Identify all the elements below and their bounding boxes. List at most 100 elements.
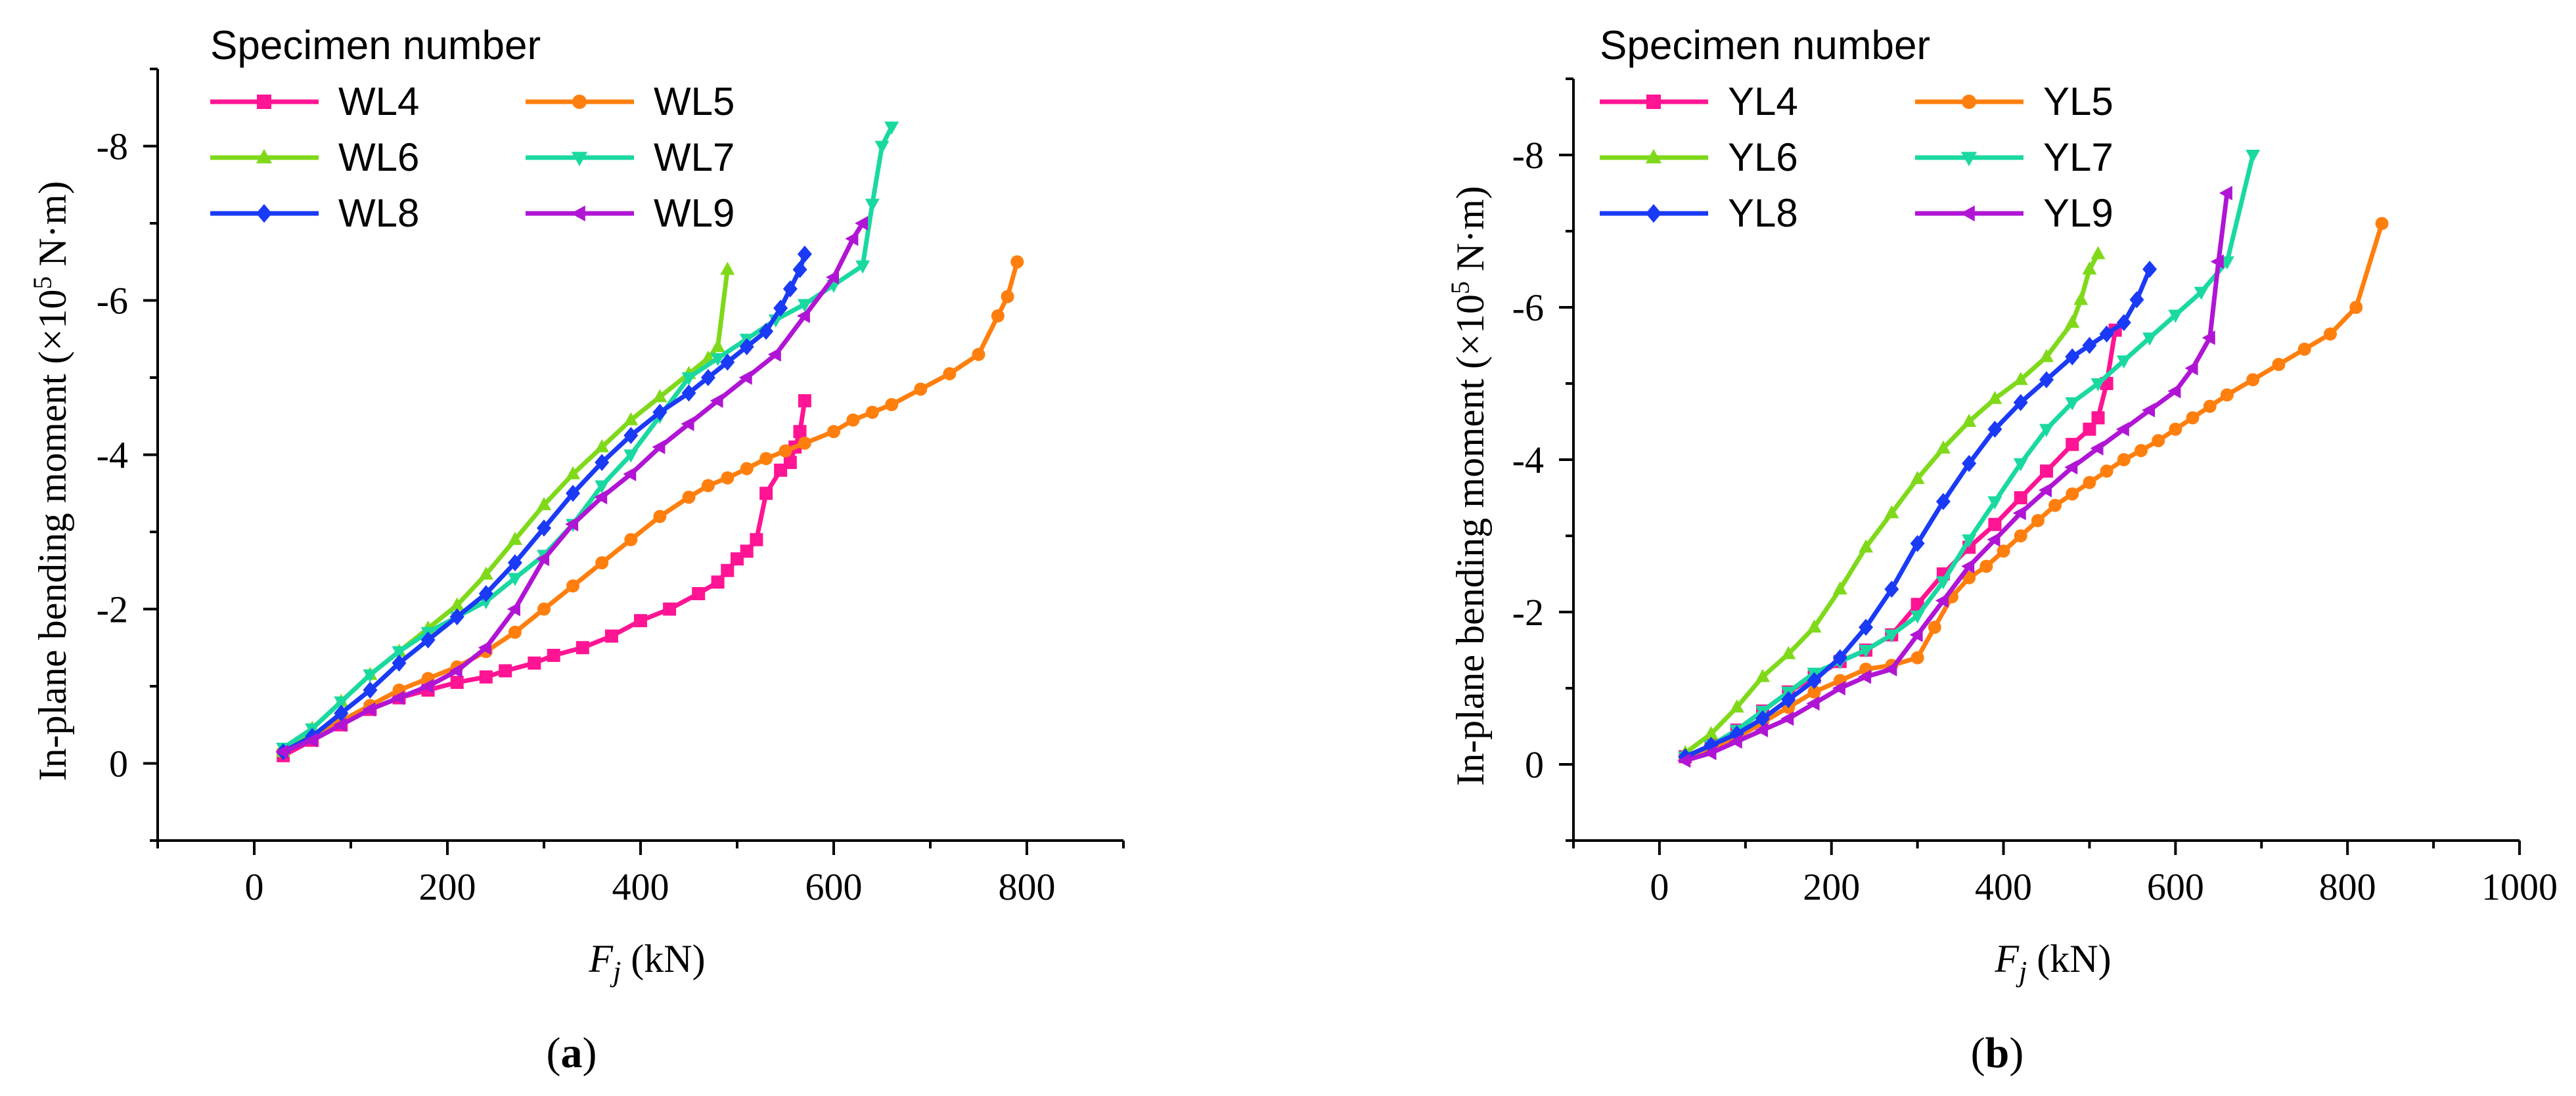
data-point <box>449 608 464 626</box>
data-point <box>2272 358 2286 371</box>
data-point <box>2099 325 2114 343</box>
data-point <box>759 452 773 466</box>
x-tick-label: 400 <box>1975 866 2032 908</box>
data-point <box>782 280 798 297</box>
data-point <box>1909 627 1923 642</box>
y-tick-label: -2 <box>1512 591 1544 634</box>
data-point <box>914 382 928 396</box>
data-point <box>2013 394 2028 411</box>
data-point <box>721 471 734 485</box>
caption-letter: a <box>561 1029 583 1077</box>
x-tick-label: 800 <box>999 866 1056 908</box>
data-point <box>2064 460 2078 475</box>
data-point <box>2065 348 2080 366</box>
data-point <box>1807 672 1822 690</box>
x-tick-label: 400 <box>612 866 669 908</box>
data-point <box>796 309 810 323</box>
series-line-yl6 <box>1684 253 2100 755</box>
data-point <box>2039 371 2054 389</box>
legend-label-wl6: WL6 <box>338 135 419 179</box>
data-point <box>855 260 870 274</box>
data-point <box>846 413 860 427</box>
data-point <box>576 641 589 655</box>
data-point <box>537 519 551 537</box>
x-tick-label: 600 <box>805 866 863 908</box>
data-point <box>884 121 899 135</box>
x-tick-label: 0 <box>245 866 264 908</box>
data-point <box>653 510 667 523</box>
data-point <box>652 403 667 421</box>
legend-title: Specimen number <box>1600 23 1930 68</box>
data-point <box>943 367 957 381</box>
caption-close: ) <box>583 1029 597 1077</box>
data-point <box>450 676 464 690</box>
chart-panel-b: 0 200 400 600 800 1000 0 -2 -4 -6 -8 Fj (kN) In-plan… <box>1445 23 2558 1077</box>
data-point <box>2115 422 2129 437</box>
y-tick-label: 0 <box>1525 743 1544 786</box>
series-yl8 <box>1678 261 2158 766</box>
y-tick-label: -2 <box>97 588 128 631</box>
x-axis-title: Fj (kN) <box>588 937 705 988</box>
data-point <box>2039 424 2054 437</box>
legend-marker-yl9 <box>1960 205 1975 222</box>
data-point <box>595 439 610 452</box>
data-point <box>797 246 812 263</box>
data-point <box>991 309 1005 323</box>
data-point <box>738 370 752 385</box>
data-point <box>420 679 434 693</box>
y-axis-label-exp: 5 <box>1445 281 1475 294</box>
data-point <box>420 631 436 649</box>
data-point <box>1859 539 1874 553</box>
data-point <box>304 733 318 748</box>
legend-marker-yl5 <box>1962 95 1976 109</box>
data-point <box>2082 261 2097 274</box>
x-axis-sub: j <box>610 955 621 988</box>
data-point <box>2100 464 2113 478</box>
data-point <box>1884 581 1899 598</box>
data-point <box>2066 487 2079 501</box>
data-point <box>1987 420 2002 438</box>
data-point <box>1988 517 2002 531</box>
data-point <box>1781 646 1796 659</box>
data-point <box>2012 506 2026 521</box>
y-tick-label: -8 <box>1512 134 1544 177</box>
series-wl4 <box>277 394 811 762</box>
data-point <box>681 384 696 402</box>
data-point <box>1832 681 1845 695</box>
x-axis-var: F <box>1994 937 2020 980</box>
data-point <box>1910 651 1924 665</box>
data-point <box>2142 261 2158 278</box>
x-axis-unit: (kN) <box>621 937 705 980</box>
series-yl7 <box>1678 150 2261 765</box>
data-point <box>595 480 610 494</box>
legend-marker-wl5 <box>572 95 587 109</box>
figure-caption: (b) <box>1971 1029 2024 1077</box>
data-point <box>792 261 807 278</box>
data-point <box>2194 286 2209 300</box>
data-point <box>739 338 754 355</box>
data-point <box>2219 186 2232 200</box>
data-point <box>2091 411 2105 425</box>
data-point <box>1807 619 1822 633</box>
data-point <box>499 664 512 678</box>
x-axis-title: Fj (kN) <box>1994 937 2111 988</box>
data-point <box>720 353 735 371</box>
data-point <box>682 491 696 504</box>
series-wl5 <box>277 255 1024 758</box>
legend-label-yl7: YL7 <box>2043 135 2113 179</box>
data-point <box>793 425 807 439</box>
x-tick-label: 800 <box>2319 866 2376 908</box>
data-point <box>2152 434 2165 447</box>
data-point <box>508 625 522 639</box>
data-point <box>595 454 610 471</box>
data-point <box>604 629 618 643</box>
legend: Specimen number YL4 YL5 YL6 YL7 YL8 YL9 <box>1600 23 2113 235</box>
legend-label-wl4: WL4 <box>338 79 419 123</box>
x-tick-label: 1000 <box>2481 866 2558 908</box>
data-point <box>566 466 581 479</box>
legend: Specimen number WL4 WL5 WL6 WL7 WL8 WL9 <box>210 23 734 235</box>
legend-label-wl8: WL8 <box>338 191 419 235</box>
data-point <box>275 744 289 759</box>
data-point <box>759 487 773 500</box>
